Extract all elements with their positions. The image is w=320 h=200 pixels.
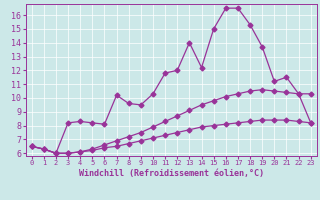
X-axis label: Windchill (Refroidissement éolien,°C): Windchill (Refroidissement éolien,°C) <box>79 169 264 178</box>
